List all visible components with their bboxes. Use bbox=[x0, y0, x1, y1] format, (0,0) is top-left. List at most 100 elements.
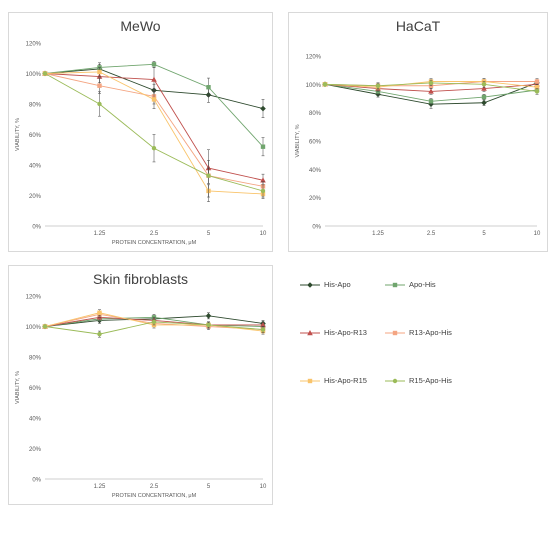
data-point-apo-his bbox=[392, 282, 398, 287]
y-tick-label: 120% bbox=[26, 42, 42, 48]
data-point-his-apo-r13 bbox=[481, 85, 487, 91]
y-axis-label: VIABILITY, % bbox=[295, 124, 301, 157]
chart-panel-skin-fibroblasts: Skin fibroblasts 0% 20% 40% 60% 80% 100% 120% 1… bbox=[8, 265, 273, 505]
data-point-r15-apo-his bbox=[151, 319, 157, 325]
legend-swatch bbox=[385, 330, 405, 335]
x-axis-label: PROTEIN CONCENTRATION, μM bbox=[112, 240, 197, 246]
legend-item-r13-apo-his: R13-Apo-His bbox=[385, 328, 452, 337]
data-point-r15-apo-his bbox=[206, 173, 211, 178]
y-tick-label: 0% bbox=[32, 478, 41, 484]
y-tick-label: 100% bbox=[306, 83, 322, 89]
y-tick-label: 60% bbox=[29, 386, 42, 392]
y-tick-label: 120% bbox=[306, 55, 322, 61]
chart-legend: His-Apo Apo-His His-Apo-R13 R13-Apo-His His-… bbox=[300, 270, 540, 420]
data-point-r15-apo-his bbox=[375, 83, 381, 88]
data-point-r15-apo-his bbox=[481, 82, 487, 87]
chart-title: Skin fibroblasts bbox=[93, 271, 188, 287]
x-tick-label: 10 bbox=[260, 484, 267, 490]
data-point-r15-apo-his bbox=[534, 89, 540, 94]
data-point-r15-apo-his bbox=[392, 378, 398, 383]
legend-swatch bbox=[300, 329, 320, 335]
data-point-his-apo bbox=[481, 99, 487, 106]
series-his-apo-r13 bbox=[42, 67, 266, 187]
y-tick-label: 80% bbox=[309, 111, 322, 117]
legend-label: His-Apo bbox=[324, 280, 351, 289]
legend-item-r15-apo-his: R15-Apo-His bbox=[385, 376, 452, 385]
y-axis-label: VIABILITY, % bbox=[15, 371, 21, 404]
x-tick-label: 1.25 bbox=[94, 484, 106, 490]
data-point-apo-his bbox=[206, 85, 211, 90]
chart-title: MeWo bbox=[120, 18, 161, 34]
data-point-r15-apo-his bbox=[151, 146, 157, 151]
data-point-r15-apo-his bbox=[428, 80, 434, 86]
data-point-r15-apo-his bbox=[97, 101, 102, 107]
x-tick-label: 1.25 bbox=[372, 231, 384, 237]
data-point-r13-apo-his bbox=[534, 79, 540, 84]
data-point-his-apo bbox=[205, 313, 212, 319]
y-tick-label: 80% bbox=[29, 103, 42, 109]
legend-item-his-apo-r15: His-Apo-R15 bbox=[300, 376, 367, 385]
x-tick-label: 5 bbox=[207, 484, 211, 490]
x-tick-label: 5 bbox=[482, 231, 486, 237]
data-point-r13-apo-his bbox=[392, 330, 398, 335]
data-point-apo-his bbox=[481, 94, 487, 100]
y-tick-label: 100% bbox=[26, 325, 42, 331]
data-point-his-apo-r13 bbox=[260, 321, 266, 328]
legend-label: His-Apo-R13 bbox=[324, 328, 367, 337]
legend-label: R13-Apo-His bbox=[409, 328, 452, 337]
data-point-apo-his bbox=[151, 62, 157, 67]
legend-label: R15-Apo-His bbox=[409, 376, 452, 385]
data-point-his-apo-r15 bbox=[534, 84, 540, 90]
data-point-his-apo-r13 bbox=[151, 76, 157, 82]
y-tick-label: 20% bbox=[29, 194, 42, 200]
y-tick-label: 40% bbox=[29, 164, 42, 170]
data-point-his-apo bbox=[260, 105, 266, 112]
legend-swatch bbox=[385, 282, 405, 287]
data-point-r15-apo-his bbox=[322, 82, 328, 87]
y-tick-label: 20% bbox=[29, 447, 42, 453]
legend-item-his-apo-r13: His-Apo-R13 bbox=[300, 328, 367, 337]
x-axis-label: PROTEIN CONCENTRATION, μM bbox=[112, 493, 197, 499]
data-point-his-apo-r15 bbox=[97, 69, 102, 75]
x-tick-label: 1.25 bbox=[94, 231, 106, 237]
y-tick-label: 60% bbox=[309, 140, 322, 146]
legend-swatch bbox=[385, 378, 405, 383]
series-r15-apo-his bbox=[42, 71, 266, 202]
series-r15-apo-his bbox=[42, 318, 266, 338]
data-point-his-apo-r15 bbox=[151, 97, 157, 102]
data-point-r15-apo-his bbox=[260, 327, 266, 332]
y-tick-label: 0% bbox=[312, 225, 321, 231]
x-tick-label: 2.5 bbox=[427, 231, 436, 237]
chart-svg-hacat: 0% 20% 40% 60% 80% 100% 120% 1.25 2.5 5 10 VIABILIT… bbox=[295, 55, 541, 238]
legend-label: Apo-His bbox=[409, 280, 436, 289]
series-r15-apo-his bbox=[322, 79, 540, 95]
y-tick-label: 100% bbox=[26, 72, 42, 78]
legend-item-apo-his: Apo-His bbox=[385, 280, 436, 289]
data-point-r13-apo-his bbox=[97, 83, 102, 88]
y-tick-label: 20% bbox=[309, 196, 322, 202]
legend-label: His-Apo-R15 bbox=[324, 376, 367, 385]
x-tick-label: 10 bbox=[534, 231, 541, 237]
data-point-his-apo-r13 bbox=[428, 88, 434, 94]
data-point-r15-apo-his bbox=[42, 71, 48, 76]
chart-svg-mewo: 0% 20% 40% 60% 80% 100% 120% 1.25 2.5 5 10 PROTEIN … bbox=[15, 42, 267, 247]
data-point-his-apo-r15 bbox=[307, 378, 313, 383]
y-axis-label: VIABILITY, % bbox=[15, 118, 21, 151]
chart-panel-mewo: MeWo 0% 20% 40% 60% 80% 100% 120% 1.25 2.5 5 10 PRO… bbox=[8, 12, 273, 252]
data-point-r15-apo-his bbox=[42, 324, 48, 329]
y-tick-label: 60% bbox=[29, 133, 42, 139]
legend-item-his-apo: His-Apo bbox=[300, 280, 351, 289]
data-point-his-apo bbox=[307, 281, 313, 288]
data-point-apo-his bbox=[260, 144, 266, 149]
data-point-his-apo-r13 bbox=[260, 177, 266, 183]
x-tick-label: 2.5 bbox=[150, 484, 159, 490]
x-tick-label: 10 bbox=[260, 231, 267, 237]
x-tick-label: 5 bbox=[207, 231, 211, 237]
data-point-his-apo-r15 bbox=[97, 310, 102, 315]
chart-panel-hacat: HaCaT 0% 20% 40% 60% 80% 100% 120% 1.25 2.5 5 10 VI… bbox=[288, 12, 548, 252]
y-tick-label: 40% bbox=[309, 168, 322, 174]
chart-svg-skin-fibroblasts: 0% 20% 40% 60% 80% 100% 120% 1.25 2.5 5 10 PROTEIN … bbox=[15, 295, 267, 500]
data-point-his-apo-r13 bbox=[307, 329, 313, 335]
y-tick-label: 40% bbox=[29, 417, 42, 423]
y-tick-label: 80% bbox=[29, 356, 42, 362]
